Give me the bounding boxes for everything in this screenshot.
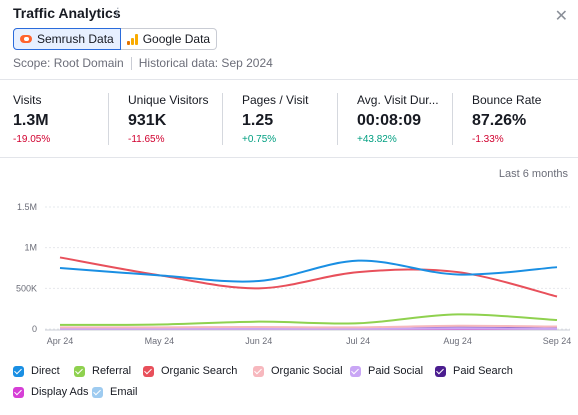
metric-label: Unique Visitors [128, 93, 209, 107]
metric-delta: -11.65% [128, 134, 165, 145]
legend-item-paid-search[interactable]: Paid Search [435, 365, 513, 377]
metric-delta: -19.05% [13, 134, 51, 145]
y-tick-label: 1M [24, 243, 37, 253]
series-line-direct[interactable] [59, 259, 558, 283]
close-icon[interactable]: ✕ [554, 8, 568, 25]
series-line-referral[interactable] [59, 313, 558, 326]
metric-value: 931K [128, 112, 167, 129]
y-tick-label: 1.5M [17, 202, 37, 212]
metric-bounce-rate[interactable]: Bounce Rate 87.26% -1.33% [472, 93, 541, 147]
legend-item-direct[interactable]: Direct [13, 365, 60, 377]
metric-divider [222, 93, 223, 145]
checkbox-icon[interactable] [13, 386, 24, 398]
series-line-organic-search[interactable] [59, 256, 558, 298]
legend-label: Paid Search [453, 365, 513, 377]
checkbox-icon[interactable] [350, 365, 361, 377]
legend-item-email[interactable]: Email [92, 386, 138, 398]
checkbox-icon[interactable] [92, 386, 103, 398]
metric-label: Pages / Visit [242, 93, 309, 107]
metric-label: Avg. Visit Dur... [357, 93, 439, 107]
checkbox-icon[interactable] [143, 365, 154, 377]
metric-value: 1.3M [13, 112, 49, 129]
metric-delta: +0.75% [242, 134, 277, 145]
traffic-line-chart[interactable]: 0 500K 1M 1.5M Apr 24 May 24 Jun 24 Jul 24 Aug 2… [0, 195, 578, 355]
widget-header: Traffic Analytics i ✕ [13, 5, 578, 25]
metric-divider [337, 93, 338, 145]
x-tick-label: May 24 [145, 336, 175, 346]
google-data-label: Google Data [142, 32, 211, 46]
x-tick-label: Sep 24 [543, 336, 572, 346]
y-tick-label: 0 [32, 324, 37, 334]
google-analytics-icon [126, 33, 138, 45]
metric-avg-visit-duration[interactable]: Avg. Visit Dur... 00:08:09 +43.82% [357, 93, 439, 147]
semrush-data-label: Semrush Data [37, 32, 114, 46]
semrush-logo-icon [20, 35, 32, 43]
google-data-button[interactable]: Google Data [120, 28, 218, 50]
widget-title: Traffic Analytics [13, 5, 121, 21]
scope-info: Scope: Root Domain Historical data: Sep … [13, 56, 273, 70]
metric-visits[interactable]: Visits 1.3M -19.05% [13, 93, 50, 147]
metric-unique-visitors[interactable]: Unique Visitors 931K -11.65% [128, 93, 208, 147]
legend-label: Organic Search [161, 365, 238, 377]
legend-label: Organic Social [271, 365, 343, 377]
legend-label: Referral [92, 365, 132, 377]
metrics-divider [0, 157, 578, 158]
metric-value: 1.25 [242, 112, 274, 129]
legend-item-paid-social[interactable]: Paid Social [350, 365, 423, 377]
metric-divider [452, 93, 453, 145]
legend-label: Paid Social [368, 365, 424, 377]
legend-item-organic-search[interactable]: Organic Search [143, 365, 237, 377]
legend-label: Display Ads [31, 386, 89, 398]
metric-pages-per-visit[interactable]: Pages / Visit 1.25 +0.75% [242, 93, 308, 147]
metrics-row: Visits 1.3M -19.05% Unique Visitors 931K… [0, 93, 578, 147]
historical-data-text: Historical data: Sep 2024 [138, 56, 273, 70]
metric-value: 00:08:09 [357, 112, 422, 129]
checkbox-icon[interactable] [74, 365, 85, 377]
checkbox-icon[interactable] [435, 365, 446, 377]
metric-delta: +43.82% [357, 134, 397, 145]
metric-label: Visits [13, 93, 42, 107]
y-tick-label: 500K [16, 283, 37, 293]
metric-value: 87.26% [472, 112, 527, 129]
data-source-switch: Semrush Data Google Data [13, 28, 218, 50]
legend-item-display-ads[interactable]: Display Ads [13, 386, 88, 398]
checkbox-icon[interactable] [253, 365, 264, 377]
period-label: Last 6 months [498, 168, 568, 180]
series-line-organic-social[interactable] [59, 324, 558, 329]
x-tick-label: Jul 24 [346, 336, 370, 346]
header-divider [0, 79, 578, 80]
scope-divider [130, 56, 132, 70]
metric-divider [108, 93, 109, 145]
x-tick-label: Jun 24 [245, 336, 272, 346]
x-tick-label: Aug 24 [443, 336, 472, 346]
metric-delta: -1.33% [472, 134, 504, 145]
x-tick-label: Apr 24 [47, 336, 74, 346]
info-icon[interactable]: i [115, 6, 120, 21]
semrush-data-button[interactable]: Semrush Data [13, 28, 121, 50]
legend-item-organic-social[interactable]: Organic Social [253, 365, 343, 377]
legend-label: Email [110, 386, 138, 398]
legend-label: Direct [31, 365, 60, 377]
metric-label: Bounce Rate [472, 93, 542, 107]
legend-item-referral[interactable]: Referral [74, 365, 131, 377]
scope-text: Scope: Root Domain [13, 56, 124, 70]
checkbox-icon[interactable] [13, 365, 24, 377]
